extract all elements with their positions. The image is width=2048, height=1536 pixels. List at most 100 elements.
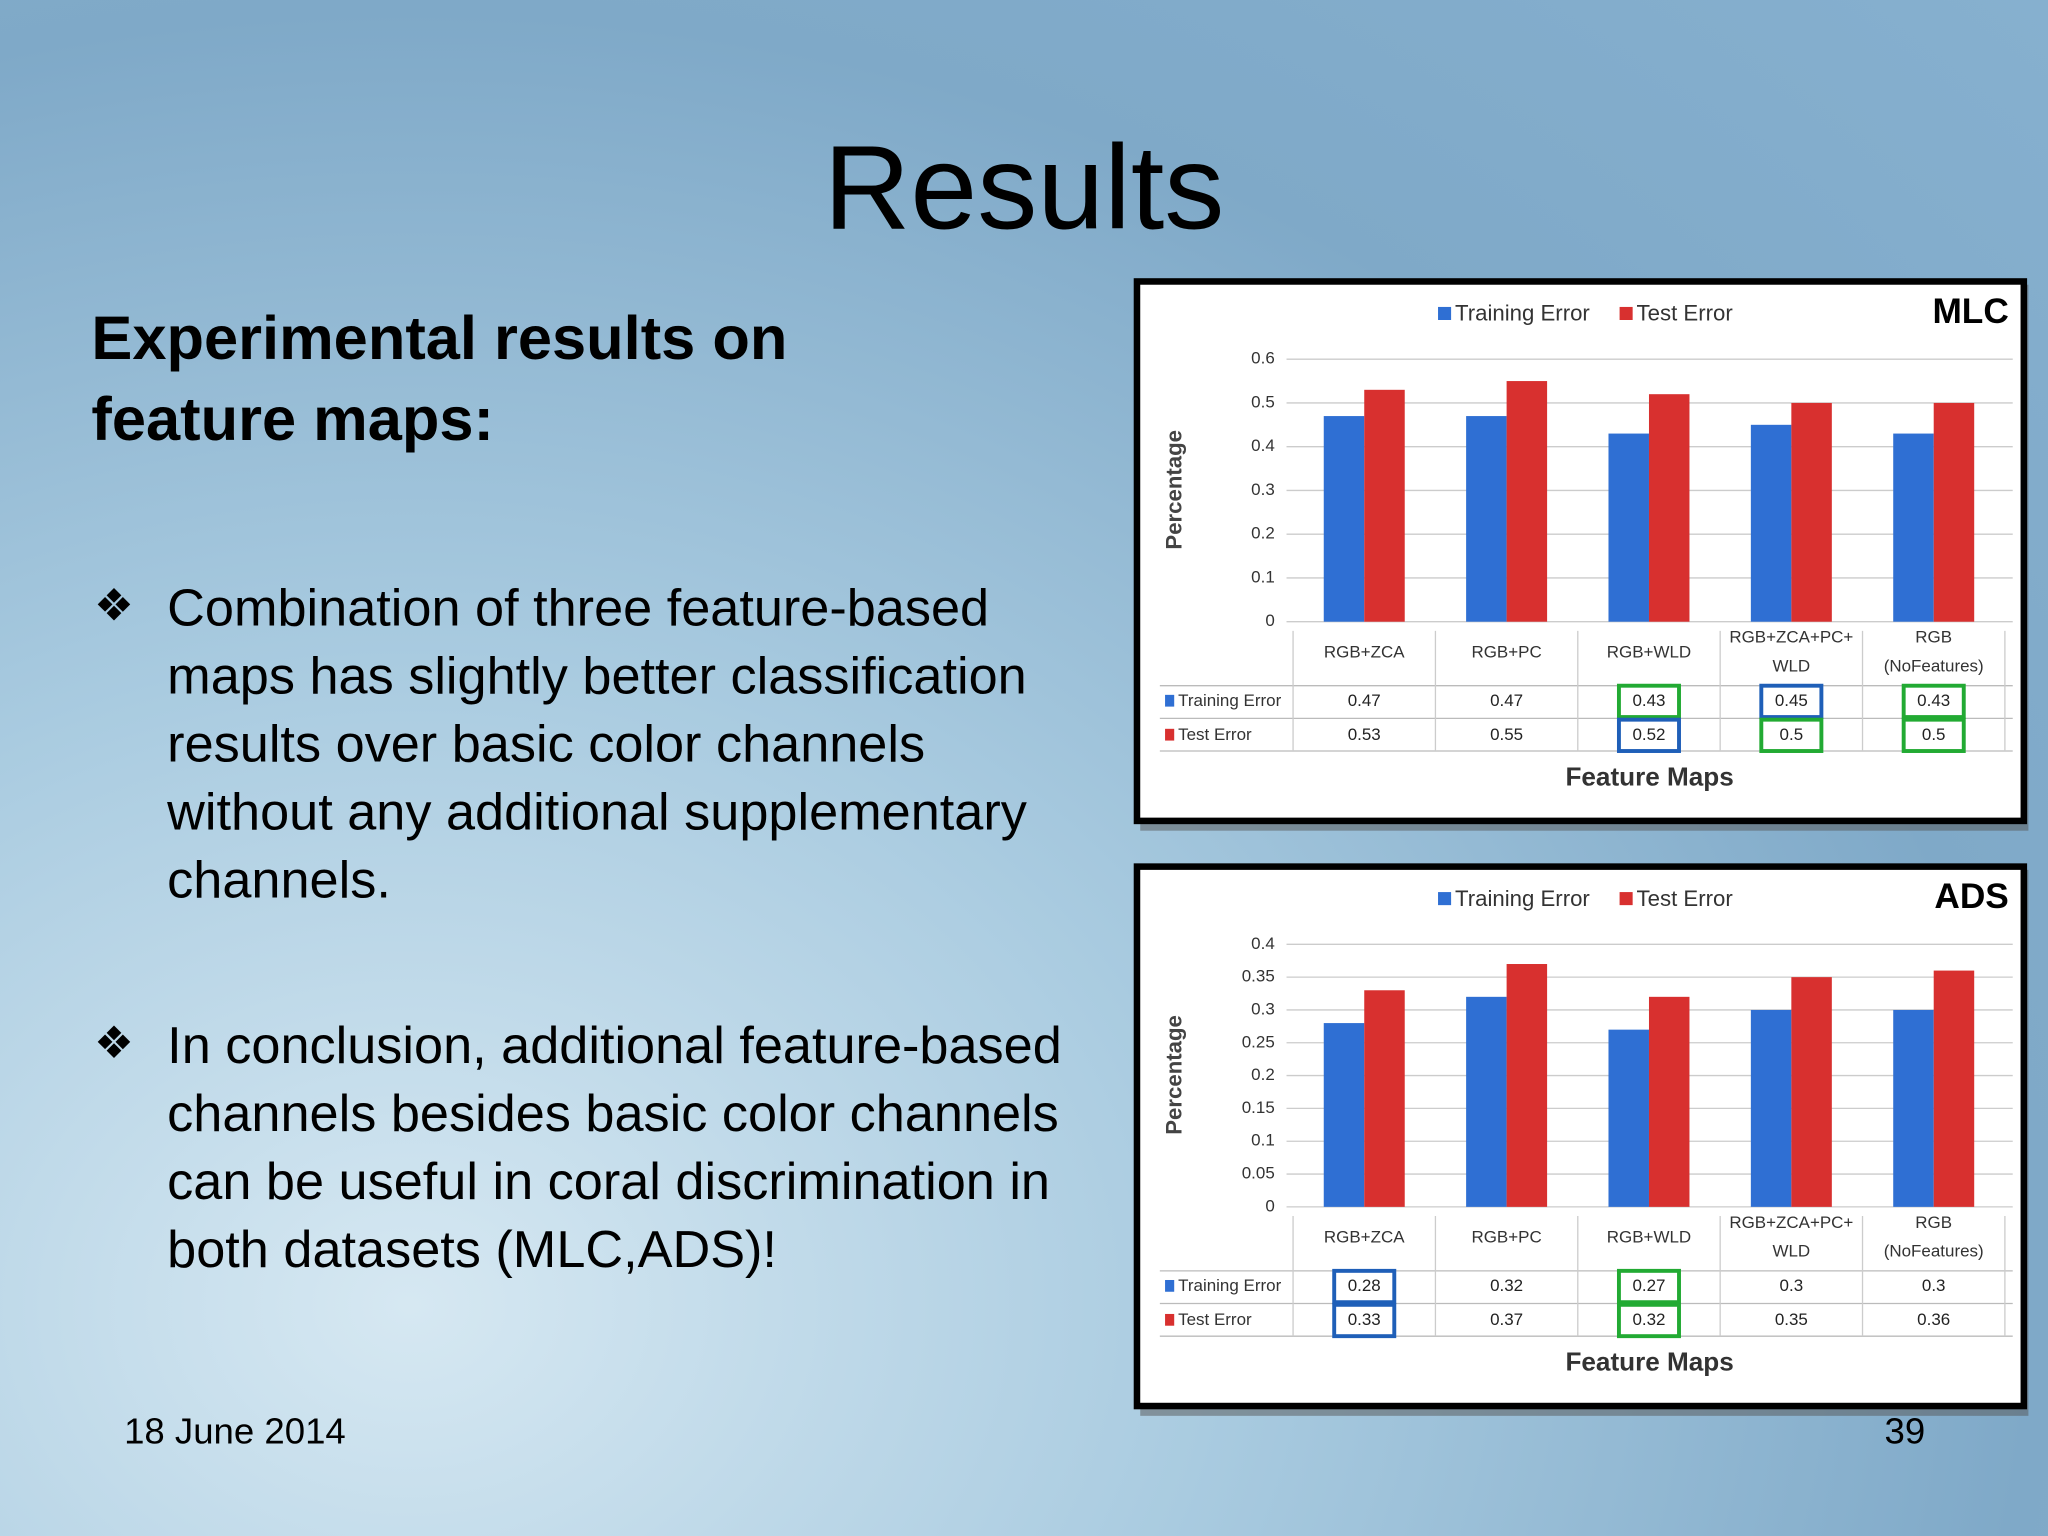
y-tick-label: 0.5 [1251, 392, 1275, 411]
bar [1933, 402, 1975, 622]
legend-swatch [1619, 892, 1633, 906]
bullet-symbol: ❖ [94, 1018, 134, 1069]
bar [1364, 389, 1405, 622]
bullet-symbol: ❖ [94, 581, 134, 631]
row-label: Test Error [1178, 725, 1252, 744]
row-label: Training Error [1178, 691, 1281, 710]
y-tick-label: 0 [1265, 611, 1274, 630]
bar [1791, 977, 1832, 1207]
data-label: 0.53 [1348, 725, 1381, 744]
chart: 0 0.1 0.2 0.3 0.4 0.5 0.6 Percentage MLC Training… [1133, 278, 2029, 831]
legend-label: Training Error [1455, 301, 1590, 326]
y-tick-label: 0.1 [1251, 567, 1275, 586]
y-axis-label: Percentage [1161, 1015, 1186, 1135]
bar [1506, 381, 1548, 622]
y-tick-label: 0.4 [1251, 436, 1275, 455]
chart-label: ADS [1934, 877, 2008, 916]
chart-label: MLC [1932, 292, 2008, 331]
highlight-box [1759, 717, 1824, 753]
bullet: Combination of three feature-based maps … [167, 579, 1027, 910]
page-number: 39 [1884, 1410, 1926, 1452]
data-label: 0.33 [1348, 1310, 1381, 1329]
x-axis-label: Feature Maps [1565, 1346, 1733, 1376]
data-label: 0.43 [1632, 691, 1665, 710]
bar [1750, 424, 1792, 622]
bar [1506, 964, 1548, 1207]
bar [1323, 1023, 1365, 1207]
x-tick-label: RGB+PC [1471, 643, 1541, 662]
data-label: 0.52 [1632, 725, 1665, 744]
legend-label: Test Error [1637, 301, 1734, 326]
y-tick-label: 0.35 [1242, 967, 1275, 986]
bar [1893, 433, 1934, 622]
legend-label: Test Error [1637, 886, 1734, 911]
highlight-box [1759, 683, 1824, 720]
y-axis-label: Percentage [1161, 430, 1186, 550]
x-tick-label: RGB+ZCA [1324, 643, 1405, 662]
legend-swatch [1165, 728, 1175, 741]
y-tick-label: 0.2 [1251, 524, 1275, 543]
y-tick-label: 0.1 [1251, 1131, 1275, 1150]
highlight-box [1616, 717, 1681, 753]
x-tick-label: RGB+ZCA [1324, 1228, 1405, 1247]
y-tick-label: 0 [1265, 1196, 1274, 1215]
y-tick-label: 0.3 [1251, 480, 1275, 499]
x-tick-label: RGB (NoFeatures) [1884, 1213, 1984, 1261]
chart-frame [1133, 863, 2028, 1410]
highlight-box [1616, 1268, 1681, 1305]
highlight-box [1616, 1302, 1681, 1339]
highlight-box [1332, 1268, 1397, 1305]
data-label: 0.35 [1775, 1310, 1808, 1329]
bar [1933, 970, 1975, 1207]
bar [1466, 996, 1507, 1207]
legend-swatch [1165, 1313, 1175, 1326]
heading: Experimental results on feature maps: [91, 303, 788, 454]
bar [1750, 1009, 1792, 1207]
bar [1323, 416, 1365, 622]
legend-label: Training Error [1455, 886, 1590, 911]
legend-swatch [1438, 306, 1452, 320]
highlight-box [1616, 683, 1681, 720]
legend-swatch [1438, 892, 1452, 906]
x-tick-label: RGB+ZCA+PC+ WLD [1729, 1213, 1853, 1261]
bar [1893, 1009, 1934, 1207]
x-tick-label: RGB+WLD [1607, 643, 1691, 662]
y-tick-label: 0.05 [1242, 1164, 1275, 1183]
y-tick-label: 0.25 [1242, 1032, 1275, 1051]
x-tick-label: RGB+PC [1471, 1228, 1541, 1247]
bar [1608, 433, 1649, 622]
y-tick-label: 0.4 [1251, 934, 1275, 953]
bar [1648, 394, 1690, 622]
data-label: 0.43 [1917, 691, 1950, 710]
y-tick-label: 0.3 [1251, 999, 1275, 1018]
bar [1608, 1029, 1649, 1207]
bar [1364, 990, 1405, 1207]
data-label: 0.28 [1348, 1276, 1381, 1295]
data-label: 0.32 [1632, 1310, 1665, 1329]
bullet: In conclusion, additional feature-based … [167, 1017, 1062, 1279]
legend-swatch [1619, 306, 1633, 320]
data-label: 0.45 [1775, 691, 1808, 710]
data-label: 0.5 [1780, 725, 1804, 744]
slide-title: Results [823, 121, 1225, 255]
highlight-box [1332, 1302, 1397, 1339]
x-tick-label: RGB+ZCA+PC+ WLD [1729, 628, 1853, 676]
data-label: 0.27 [1632, 1276, 1665, 1295]
highlight-box [1901, 717, 1966, 753]
data-label: 0.47 [1490, 691, 1523, 710]
x-tick-label: RGB (NoFeatures) [1884, 628, 1984, 676]
x-tick-label: RGB+WLD [1607, 1228, 1691, 1247]
bar [1648, 996, 1690, 1207]
data-label: 0.32 [1490, 1276, 1523, 1295]
data-label: 0.3 [1780, 1276, 1804, 1295]
y-tick-label: 0.2 [1251, 1065, 1275, 1084]
row-label: Training Error [1178, 1276, 1281, 1295]
chart: 0 0.05 0.1 0.15 0.2 0.25 0.3 0.35 0.4 Percentage A… [1133, 863, 2029, 1416]
data-label: 0.5 [1922, 725, 1946, 744]
legend-swatch [1165, 1279, 1175, 1292]
chart-frame [1133, 278, 2028, 825]
data-label: 0.36 [1917, 1310, 1950, 1329]
data-label: 0.47 [1348, 691, 1381, 710]
data-label: 0.3 [1922, 1276, 1946, 1295]
